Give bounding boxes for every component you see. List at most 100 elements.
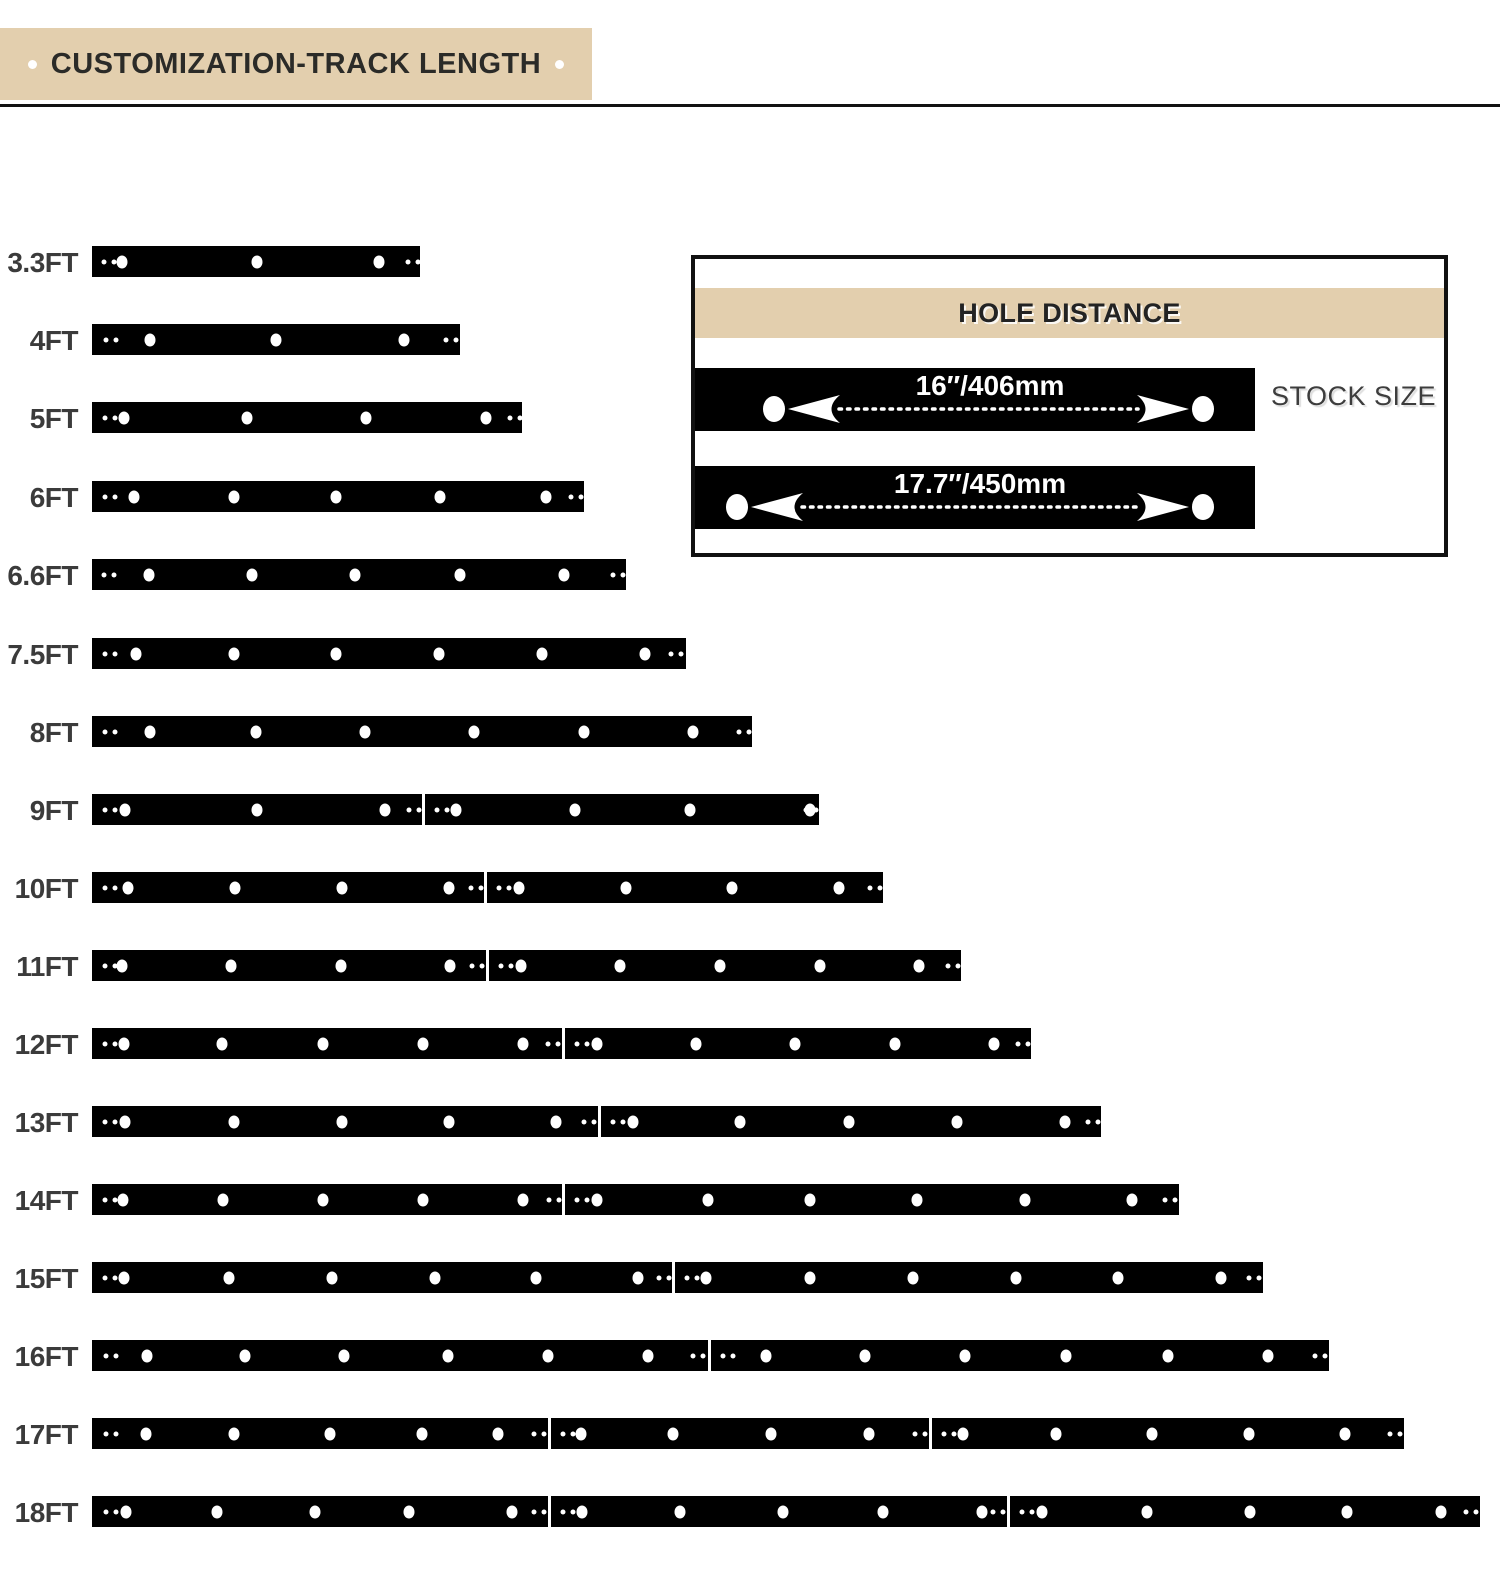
track-end-dot	[103, 1509, 109, 1514]
track-mounting-hole	[687, 725, 699, 738]
track-end-dot	[1312, 1353, 1318, 1358]
track-end-dot	[578, 494, 584, 499]
track-mounting-hole	[575, 1427, 587, 1440]
track-mounting-hole	[140, 1427, 152, 1440]
track-end-dot	[684, 1275, 690, 1280]
track-end-dot	[746, 729, 752, 734]
track-bar	[92, 794, 819, 825]
track-bar	[92, 872, 883, 903]
track-mounting-hole	[536, 647, 548, 660]
track-end-dot	[581, 1119, 587, 1124]
track-mounting-hole	[877, 1505, 889, 1518]
track-mounting-hole	[667, 1427, 679, 1440]
track-segment-divider	[929, 1418, 932, 1449]
track-end-dot	[730, 1353, 736, 1358]
track-end-dot	[112, 729, 118, 734]
track-end-dot	[102, 1119, 108, 1124]
track-mounting-hole	[684, 803, 696, 816]
track-segment	[551, 1496, 1007, 1527]
track-mounting-hole	[734, 1115, 746, 1128]
track-segment	[92, 1496, 548, 1527]
track-end-dot	[990, 1509, 996, 1514]
track-mounting-hole	[120, 1505, 132, 1518]
header-divider-rule	[0, 104, 1500, 107]
track-end-dot	[102, 494, 108, 499]
track-length-label: 5FT	[29, 403, 79, 434]
track-end-dot	[584, 1041, 590, 1046]
track-end-dot	[1387, 1431, 1393, 1436]
track-end-dot	[666, 1275, 672, 1280]
track-bar	[92, 481, 584, 512]
track-mounting-hole	[454, 568, 466, 581]
track-mounting-hole	[1162, 1349, 1174, 1362]
track-mounting-hole	[843, 1115, 855, 1128]
track-end-dot	[1025, 1041, 1031, 1046]
track-end-dot	[541, 1431, 547, 1436]
track-mounting-hole	[225, 959, 237, 972]
track-segment	[92, 872, 484, 903]
track-end-dot	[656, 1275, 662, 1280]
track-mounting-hole	[627, 1115, 639, 1128]
track-end-dot	[478, 885, 484, 890]
track-segment	[601, 1106, 1101, 1137]
track-mounting-hole	[433, 647, 445, 660]
track-end-dot	[1256, 1275, 1262, 1280]
page-title: CUSTOMIZATION-TRACK LENGTH	[50, 47, 542, 80]
track-segment	[425, 794, 819, 825]
track-end-dot	[479, 963, 485, 968]
track-segment	[92, 1418, 548, 1449]
track-mounting-hole	[614, 959, 626, 972]
measurement-bar-17in: 17.7″/450mm	[695, 466, 1255, 529]
track-mounting-hole	[119, 803, 131, 816]
track-segment-divider	[562, 1184, 565, 1215]
track-segment	[92, 1028, 562, 1059]
track-segment-divider	[672, 1262, 675, 1293]
track-end-dot	[1029, 1509, 1035, 1514]
track-end-dot	[101, 572, 107, 577]
track-end-dot	[668, 651, 674, 656]
track-mounting-hole	[349, 568, 361, 581]
track-segment-divider	[548, 1418, 551, 1449]
track-end-dot	[945, 963, 951, 968]
track-end-dot	[111, 259, 117, 264]
track-mounting-hole	[434, 490, 446, 503]
track-end-dot	[545, 1041, 551, 1046]
track-mounting-hole	[1059, 1115, 1071, 1128]
track-mounting-hole	[417, 1193, 429, 1206]
track-end-dot	[1085, 1119, 1091, 1124]
track-end-dot	[555, 1041, 561, 1046]
track-end-dot	[560, 1509, 566, 1514]
track-end-dot	[113, 1353, 119, 1358]
track-end-dot	[570, 1509, 576, 1514]
track-segment	[92, 1184, 562, 1215]
track-mounting-hole	[1243, 1427, 1255, 1440]
track-end-dot	[102, 807, 108, 812]
track-end-dot	[922, 1431, 928, 1436]
track-bar	[92, 559, 626, 590]
track-end-dot	[568, 494, 574, 499]
track-mounting-hole	[492, 1427, 504, 1440]
track-end-dot	[912, 1431, 918, 1436]
track-mounting-hole	[632, 1271, 644, 1284]
track-end-dot	[112, 494, 118, 499]
track-segment	[92, 559, 626, 590]
track-mounting-hole	[578, 725, 590, 738]
track-mounting-hole	[429, 1271, 441, 1284]
track-end-dot	[700, 1353, 706, 1358]
track-mounting-hole	[143, 568, 155, 581]
track-mounting-hole	[324, 1427, 336, 1440]
track-mounting-hole	[889, 1037, 901, 1050]
track-mounting-hole	[542, 1349, 554, 1362]
track-length-label: 7.5FT	[7, 639, 78, 670]
track-mounting-hole	[1141, 1505, 1153, 1518]
track-segment	[92, 481, 584, 512]
track-end-dot	[113, 1509, 119, 1514]
track-mounting-hole	[859, 1349, 871, 1362]
track-end-dot	[546, 1197, 552, 1202]
track-length-label: 12FT	[14, 1029, 79, 1060]
track-length-label: 9FT	[29, 795, 79, 826]
track-mounting-hole	[443, 1115, 455, 1128]
track-mounting-hole	[690, 1037, 702, 1050]
track-end-dot	[112, 1119, 118, 1124]
track-mounting-hole	[251, 803, 263, 816]
